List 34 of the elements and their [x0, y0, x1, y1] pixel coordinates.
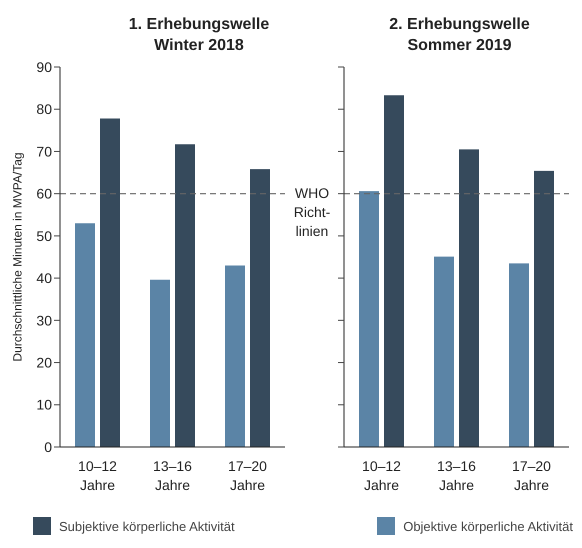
bar	[225, 265, 245, 447]
bar	[384, 95, 404, 447]
x-tick-label: 10–12 Jahre	[362, 458, 402, 493]
ref-line-label: WHO Richt-linien	[288, 184, 336, 241]
bar	[75, 223, 95, 447]
bar	[509, 263, 529, 447]
y-tick-label: 90	[36, 58, 52, 75]
bar	[434, 256, 454, 447]
y-tick-label: 30	[36, 312, 52, 328]
x-tick-label: 17–20 Jahre	[512, 458, 552, 493]
chart-title: 1. Erhebungswelle Winter 2018	[128, 15, 270, 56]
y-tick-label: 10	[36, 396, 52, 413]
chart-title: 2. Erhebungswelle Sommer 2019	[388, 15, 531, 56]
x-tick-label: 10–12 Jahre	[78, 458, 118, 493]
bar	[150, 280, 170, 447]
bar	[359, 191, 379, 447]
y-tick-label: 80	[36, 101, 52, 118]
x-tick-label: 13–16 Jahre	[437, 458, 476, 493]
y-tick-label: 0	[44, 438, 52, 455]
y-axis-title: Durchschnittliche Minuten in MVPA/Tag	[10, 152, 24, 362]
y-tick-label: 60	[36, 186, 52, 202]
x-tick-label: 17–20 Jahre	[228, 458, 268, 493]
legend-label: Objektive körperliche Aktivität	[403, 518, 573, 534]
bar	[534, 170, 554, 447]
y-tick-label: 20	[36, 354, 52, 371]
y-tick-label: 50	[36, 228, 52, 244]
x-tick-label: 13–16 Jahre	[153, 458, 192, 493]
bar	[459, 149, 479, 447]
y-tick-label: 40	[36, 270, 52, 286]
bar	[100, 118, 120, 447]
y-tick-label: 70	[36, 143, 52, 160]
bar	[250, 169, 270, 447]
legend-label: Subjektive körperliche Aktivität	[59, 518, 235, 534]
bar	[175, 144, 195, 447]
